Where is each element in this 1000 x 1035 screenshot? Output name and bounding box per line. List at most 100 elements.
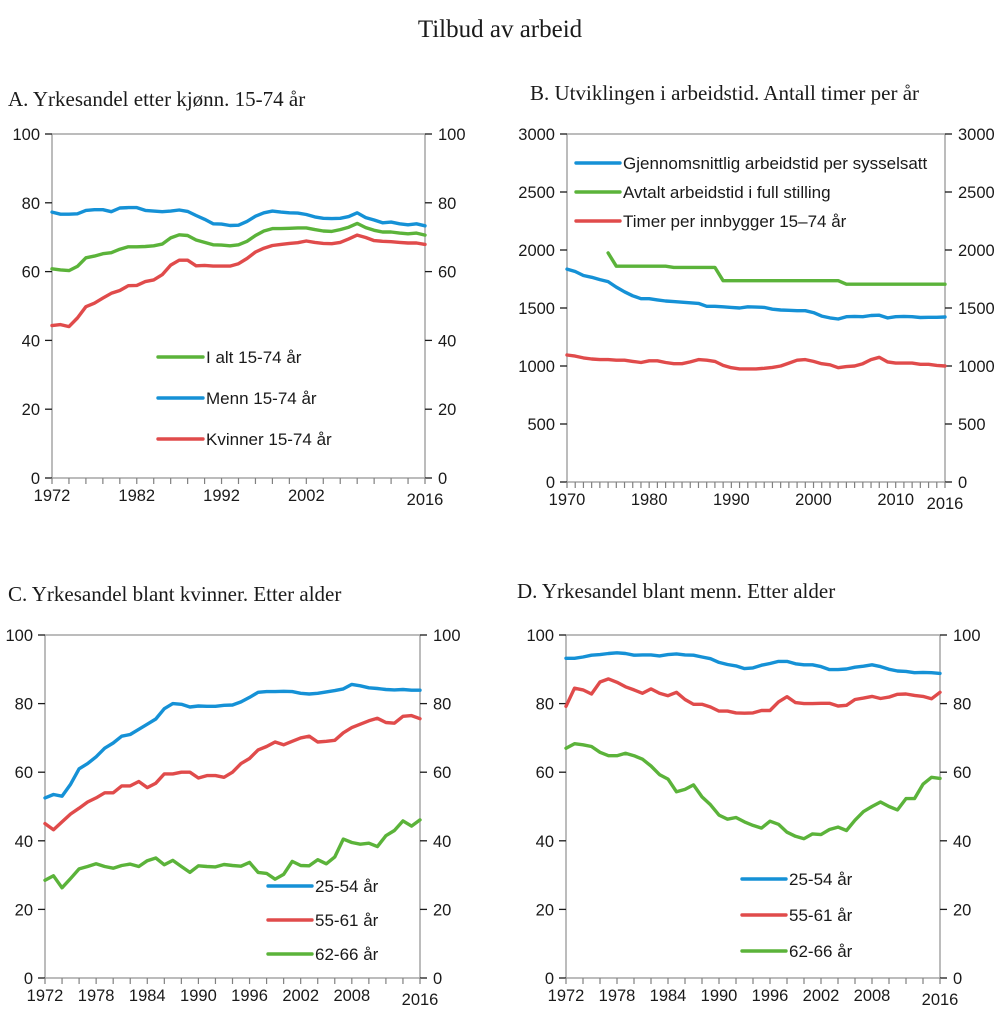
- legend: 25-54 år 55-61 år 62-66 år: [740, 870, 853, 961]
- legend-label: Kvinner 15-74 år: [206, 430, 332, 449]
- x-tick-label: 1990: [713, 491, 750, 509]
- y-tick-label-right: 1500: [958, 300, 995, 318]
- y-tick-label-right: 100: [433, 627, 461, 645]
- y-tick-label-left: 1500: [518, 300, 555, 318]
- y-tick-label-right: 60: [438, 264, 456, 282]
- y-tick-label-left: 100: [12, 126, 40, 144]
- x-tick-label: 1970: [549, 491, 586, 509]
- panel-title: B. Utviklingen i arbeidstid. Antall time…: [530, 81, 919, 105]
- y-tick-label-left: 20: [22, 401, 40, 419]
- panel-d-chart: D. Yrkesandel blant menn. Etter alder 0 0 2…: [517, 579, 981, 1009]
- y-tick-label-left: 0: [546, 474, 555, 492]
- series-line-i-alt-15-74-r: [50, 221, 427, 273]
- y-tick-label-right: 80: [433, 696, 451, 714]
- x-tick-label: 1978: [78, 987, 115, 1005]
- legend-label: 62-66 år: [789, 942, 853, 961]
- panel-title: C. Yrkesandel blant kvinner. Etter alder: [8, 582, 341, 606]
- y-tick-label-right: 2500: [958, 184, 995, 202]
- x-tick-label: 1996: [752, 987, 789, 1005]
- y-tick-label-left: 20: [536, 901, 554, 919]
- y-tick-label-left: 1000: [518, 358, 555, 376]
- y-tick-label-left: 2500: [518, 184, 555, 202]
- legend: I alt 15-74 år Menn 15-74 år Kvinner 15-74…: [156, 348, 332, 449]
- y-tick-label-left: 80: [22, 195, 40, 213]
- y-tick-label-right: 500: [958, 416, 986, 434]
- x-tick-label: 2002: [288, 487, 325, 505]
- x-tick-label: 2016: [922, 991, 959, 1009]
- series-line-timer-per-innbygger-15-74-r: [565, 353, 947, 371]
- legend-label: 55-61 år: [789, 906, 853, 925]
- x-tick-label: 2008: [854, 987, 891, 1005]
- y-tick-label-right: 80: [438, 195, 456, 213]
- y-tick-label-right: 20: [438, 401, 456, 419]
- y-tick-label-right: 1000: [958, 358, 995, 376]
- x-tick-label: 2016: [407, 491, 444, 509]
- y-tick-label-right: 20: [433, 901, 451, 919]
- legend-label: Menn 15-74 år: [206, 389, 317, 408]
- y-tick-label-right: 0: [958, 474, 967, 492]
- x-tick-label: 1996: [231, 987, 268, 1005]
- x-tick-label: 2002: [803, 987, 840, 1005]
- y-tick-label-left: 0: [24, 970, 33, 988]
- y-tick-label-left: 2000: [518, 242, 555, 260]
- y-tick-label-right: 40: [433, 833, 451, 851]
- y-tick-label-right: 0: [438, 470, 447, 488]
- y-tick-label-right: 0: [953, 970, 962, 988]
- y-tick-label-left: 100: [5, 627, 33, 645]
- y-tick-label-right: 60: [433, 764, 451, 782]
- y-tick-label-left: 500: [527, 416, 555, 434]
- series-line-25-54-r: [43, 682, 422, 800]
- series-line-25-54-r: [564, 651, 942, 676]
- x-tick-label: 1990: [180, 987, 217, 1005]
- series-line-gjennomsnittlig-arbeidstid-per-sysselsatt: [565, 267, 947, 321]
- y-tick-label-left: 0: [545, 970, 554, 988]
- x-tick-label: 2002: [282, 987, 319, 1005]
- panel-b-chart: B. Utviklingen i arbeidstid. Antall time…: [518, 81, 994, 513]
- panel-title: A. Yrkesandel etter kjønn. 15-74 år: [8, 87, 305, 111]
- y-tick-label-left: 60: [15, 764, 33, 782]
- y-tick-label-left: 40: [536, 833, 554, 851]
- x-tick-label: 1972: [34, 487, 71, 505]
- legend-label: Avtalt arbeidstid i full stilling: [623, 183, 831, 202]
- x-tick-label: 1984: [129, 987, 166, 1005]
- series-line-62-66-r: [564, 742, 942, 841]
- legend-label: 55-61 år: [315, 911, 379, 930]
- x-tick-label: 1978: [599, 987, 636, 1005]
- series-line-menn-15-74-r: [50, 205, 427, 228]
- legend-label: 62-66 år: [315, 945, 379, 964]
- y-tick-label-right: 100: [953, 627, 981, 645]
- y-tick-label-left: 60: [22, 264, 40, 282]
- y-tick-label-left: 20: [15, 901, 33, 919]
- x-tick-label: 1980: [631, 491, 668, 509]
- panel-c-chart: C. Yrkesandel blant kvinner. Etter alder…: [5, 582, 460, 1009]
- y-tick-label-right: 80: [953, 696, 971, 714]
- y-tick-label-right: 60: [953, 764, 971, 782]
- legend-label: 25-54 år: [315, 877, 379, 896]
- y-tick-label-right: 3000: [958, 126, 995, 144]
- y-tick-label-right: 2000: [958, 242, 995, 260]
- x-tick-label: 2008: [333, 987, 370, 1005]
- legend-label: Gjennomsnittlig arbeidstid per sysselsat…: [623, 154, 928, 173]
- y-tick-label-left: 40: [22, 332, 40, 350]
- x-tick-label: 1984: [650, 987, 687, 1005]
- legend-label: Timer per innbygger 15–74 år: [623, 212, 847, 231]
- x-tick-label: 1972: [27, 987, 64, 1005]
- panel-title: D. Yrkesandel blant menn. Etter alder: [517, 579, 835, 603]
- y-tick-label-left: 3000: [518, 126, 555, 144]
- y-tick-label-left: 80: [536, 696, 554, 714]
- series-line-55-61-r: [43, 713, 422, 832]
- x-tick-label: 2010: [877, 491, 914, 509]
- x-tick-label: 1990: [701, 987, 738, 1005]
- figure-title: Tilbud av arbeid: [418, 16, 583, 43]
- legend-label: I alt 15-74 år: [206, 348, 302, 367]
- y-tick-label-left: 0: [31, 470, 40, 488]
- y-tick-label-left: 100: [526, 627, 554, 645]
- x-tick-label: 2016: [402, 991, 439, 1009]
- x-tick-label: 1982: [118, 487, 155, 505]
- y-tick-label-right: 20: [953, 901, 971, 919]
- y-tick-label-left: 60: [536, 764, 554, 782]
- legend-label: 25-54 år: [789, 870, 853, 889]
- y-tick-label-left: 40: [15, 833, 33, 851]
- x-tick-label: 2000: [795, 491, 832, 509]
